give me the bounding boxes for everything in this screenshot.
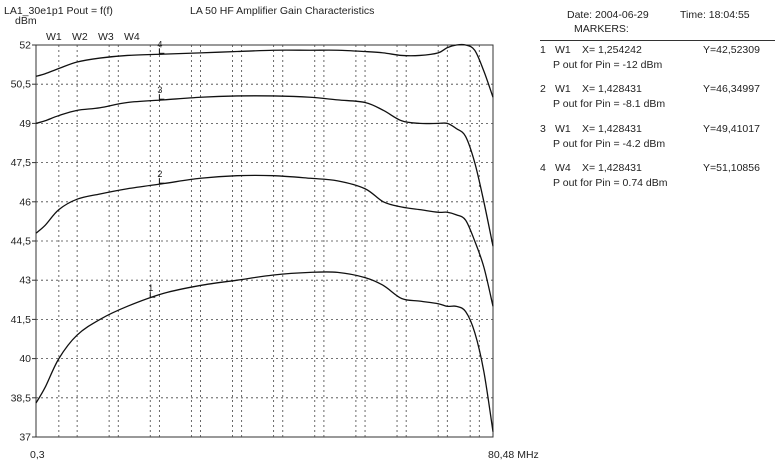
series-line-1 <box>35 271 494 432</box>
marker-x: X= 1,428431 <box>582 83 642 95</box>
y-tick-label: 44,5 <box>11 236 32 248</box>
marker-description: P out for Pin = 0.74 dBm <box>553 177 668 189</box>
marker-label: 3 <box>157 85 162 95</box>
date-label: Date: 2004-06-29 <box>567 9 649 21</box>
marker-y: Y=51,10856 <box>703 162 760 174</box>
chart-plot: 37 38,5 40 41,5 43 44,5 46 47,5 49 50,5 52 1 2 3 4 LA1_… <box>4 5 539 461</box>
marker-label: 4 <box>157 39 162 49</box>
trace-label: W2 <box>72 31 88 43</box>
y-tick-label: 46 <box>19 196 31 208</box>
y-tick-label: 49 <box>19 118 31 130</box>
y-axis-unit: dBm <box>15 15 37 27</box>
marker-x: X= 1,254242 <box>582 44 642 56</box>
chart-subtitle: LA1_30e1p1 Pout = f(f) <box>4 5 113 17</box>
markers-separator <box>540 40 775 41</box>
y-tick-label: 47,5 <box>11 157 32 169</box>
series-line-2 <box>35 174 494 307</box>
marker-trace: W1 <box>555 123 571 135</box>
marker-label: 2 <box>157 169 162 179</box>
marker-x: X= 1,428431 <box>582 123 642 135</box>
marker-trace: W4 <box>555 162 571 174</box>
marker-y: Y=46,34997 <box>703 83 760 95</box>
y-tick-label: 37 <box>19 432 31 444</box>
time-label: Time: 18:04:55 <box>680 9 750 21</box>
trace-label: W1 <box>46 31 62 43</box>
y-tick-label: 52 <box>19 40 31 52</box>
marker-num: 4 <box>540 162 546 174</box>
y-tick-label: 43 <box>19 275 31 287</box>
plot-frame <box>35 44 494 438</box>
x-tick-label: 0,3 <box>30 449 45 461</box>
x-tick-label: 80,48 MHz <box>488 449 539 461</box>
chart-title: LA 50 HF Amplifier Gain Characteristics <box>190 5 374 17</box>
markers-title: MARKERS: <box>574 23 629 35</box>
trace-label: W4 <box>124 31 140 43</box>
trace-label: W3 <box>98 31 114 43</box>
marker-trace: W1 <box>555 44 571 56</box>
y-tick-label: 50,5 <box>11 79 32 91</box>
marker-x: X= 1,428431 <box>582 162 642 174</box>
series-line-4 <box>35 43 494 98</box>
y-tick-label: 38,5 <box>11 392 32 404</box>
marker-y: Y=49,41017 <box>703 123 760 135</box>
marker-description: P out for Pin = -4.2 dBm <box>553 138 666 150</box>
marker-num: 3 <box>540 123 546 135</box>
marker-num: 1 <box>540 44 546 56</box>
marker-y: Y=42,52309 <box>703 44 760 56</box>
series-line-3 <box>35 95 494 247</box>
marker-trace: W1 <box>555 83 571 95</box>
y-tick-label: 40 <box>19 353 31 365</box>
marker-description: P out for Pin = -12 dBm <box>553 59 663 71</box>
y-tick-label: 41,5 <box>11 314 32 326</box>
marker-num: 2 <box>540 83 546 95</box>
marker-label: 1 <box>148 283 153 293</box>
marker-description: P out for Pin = -8.1 dBm <box>553 98 666 110</box>
